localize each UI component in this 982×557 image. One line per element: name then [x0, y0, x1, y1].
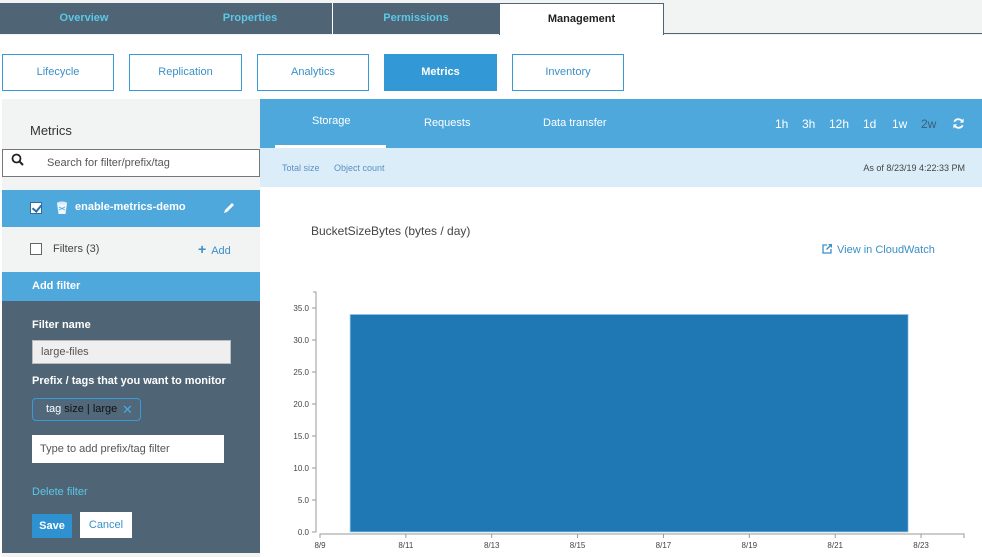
filter-search-box[interactable] [2, 149, 260, 177]
top-tab-bar: Overview Properties Permissions Manageme… [0, 0, 982, 35]
bucket-size-chart: 0.05.010.015.020.025.030.035.0 8/9 8/11 8/… [293, 291, 965, 550]
active-tab-indicator [275, 145, 386, 149]
tab-properties[interactable]: Properties [222, 12, 278, 24]
tab-permissions[interactable]: Permissions [332, 3, 499, 34]
svg-text:8/11: 8/11 [398, 541, 414, 550]
tab-storage[interactable]: Storage [312, 115, 351, 127]
bucket-name[interactable]: enable-metrics-demo [75, 201, 186, 213]
range-2w[interactable]: 2w [921, 117, 937, 131]
svg-text:8/19: 8/19 [742, 541, 758, 550]
edit-pencil-icon[interactable] [222, 201, 236, 215]
metrics-tab-bar: Storage Requests Data transfer 1h 3h 12h… [260, 99, 982, 149]
tab-management[interactable]: Management [499, 3, 664, 35]
prefix-tags-label: Prefix / tags that you want to monitor [32, 375, 226, 387]
svg-text:5.0: 5.0 [298, 496, 310, 505]
external-link-icon [822, 244, 832, 254]
chart-title: BucketSizeBytes (bytes / day) [311, 224, 471, 238]
add-filter-header: Add filter [2, 272, 260, 301]
tab-baseline [664, 33, 982, 34]
range-3h[interactable]: 3h [802, 117, 816, 131]
cloudwatch-link-label: View in CloudWatch [837, 244, 935, 256]
filter-search-input[interactable] [47, 155, 247, 171]
tab-requests[interactable]: Requests [424, 117, 471, 129]
as-of-timestamp: As of 8/23/19 4:22:33 PM [863, 163, 965, 173]
subnav-metrics[interactable]: Metrics [384, 54, 497, 91]
tab-overview[interactable]: Overview [59, 12, 109, 24]
svg-text:8/9: 8/9 [314, 541, 326, 550]
subnav-analytics[interactable]: Analytics [257, 54, 369, 91]
filters-count-label: Filters (3) [53, 243, 100, 255]
range-12h[interactable]: 12h [829, 117, 850, 131]
range-1d[interactable]: 1d [863, 117, 877, 131]
view-in-cloudwatch-link[interactable]: View in CloudWatch [822, 243, 935, 256]
chart-bar [349, 313, 909, 533]
tag-chip: tag size | large ✕ [32, 398, 141, 421]
total-size-link[interactable]: Total size [282, 163, 320, 173]
svg-text:8/17: 8/17 [656, 541, 672, 550]
subnav-lifecycle[interactable]: Lifecycle [2, 54, 114, 91]
prefix-tag-input[interactable] [32, 435, 224, 463]
filter-name-label: Filter name [32, 319, 91, 331]
bucket-icon [57, 201, 67, 214]
range-1h[interactable]: 1h [775, 117, 789, 131]
range-1w[interactable]: 1w [892, 117, 908, 131]
refresh-icon[interactable] [952, 117, 965, 130]
svg-text:10.0: 10.0 [293, 464, 309, 473]
search-icon [11, 153, 24, 166]
svg-text:8/23: 8/23 [913, 541, 929, 550]
filters-row: Filters (3) + Add [2, 227, 260, 271]
svg-text:0.0: 0.0 [298, 528, 310, 537]
remove-tag-icon[interactable]: ✕ [122, 402, 133, 417]
svg-text:8/13: 8/13 [484, 541, 500, 550]
svg-text:8/21: 8/21 [827, 541, 843, 550]
object-count-link[interactable]: Object count [334, 163, 385, 173]
tag-chip-value: size | large [64, 403, 118, 415]
subnav-replication[interactable]: Replication [129, 54, 242, 91]
tag-chip-type: tag [46, 403, 62, 415]
svg-text:15.0: 15.0 [293, 432, 309, 441]
bucket-row[interactable]: enable-metrics-demo [2, 190, 260, 227]
add-filter-form: Filter name large-files Prefix / tags th… [2, 301, 260, 553]
filter-name-field[interactable]: large-files [32, 340, 231, 364]
svg-text:20.0: 20.0 [293, 400, 309, 409]
add-filter-button[interactable]: + Add [198, 241, 231, 257]
plus-icon: + [198, 241, 207, 257]
bucket-checkbox[interactable] [30, 202, 42, 214]
svg-text:30.0: 30.0 [293, 336, 309, 345]
top-tab-bar-background [0, 3, 499, 34]
svg-text:8/15: 8/15 [570, 541, 586, 550]
sidebar-title: Metrics [30, 123, 72, 138]
filters-checkbox[interactable] [30, 243, 42, 255]
chart-bars [349, 313, 909, 533]
svg-text:35.0: 35.0 [293, 304, 309, 313]
delete-filter-link[interactable]: Delete filter [32, 486, 88, 498]
storage-subbar: Total size Object count As of 8/23/19 4:… [260, 148, 982, 187]
svg-text:25.0: 25.0 [293, 368, 309, 377]
add-filter-label: Add [211, 245, 231, 257]
cancel-button[interactable]: Cancel [80, 512, 132, 538]
add-filter-title: Add filter [32, 280, 81, 292]
subnav-inventory[interactable]: Inventory [512, 54, 624, 91]
y-axis: 0.0 5.0 10.0 15.0 20.0 25.0 30.0 35.0 [293, 291, 317, 537]
save-button[interactable]: Save [32, 514, 72, 538]
tab-data-transfer[interactable]: Data transfer [543, 117, 607, 129]
metrics-sidebar: Metrics enable-metrics-demo Filters (3) … [2, 99, 260, 557]
x-axis: 8/9 8/11 8/13 8/15 8/17 8/19 8/21 8/23 [314, 533, 965, 550]
